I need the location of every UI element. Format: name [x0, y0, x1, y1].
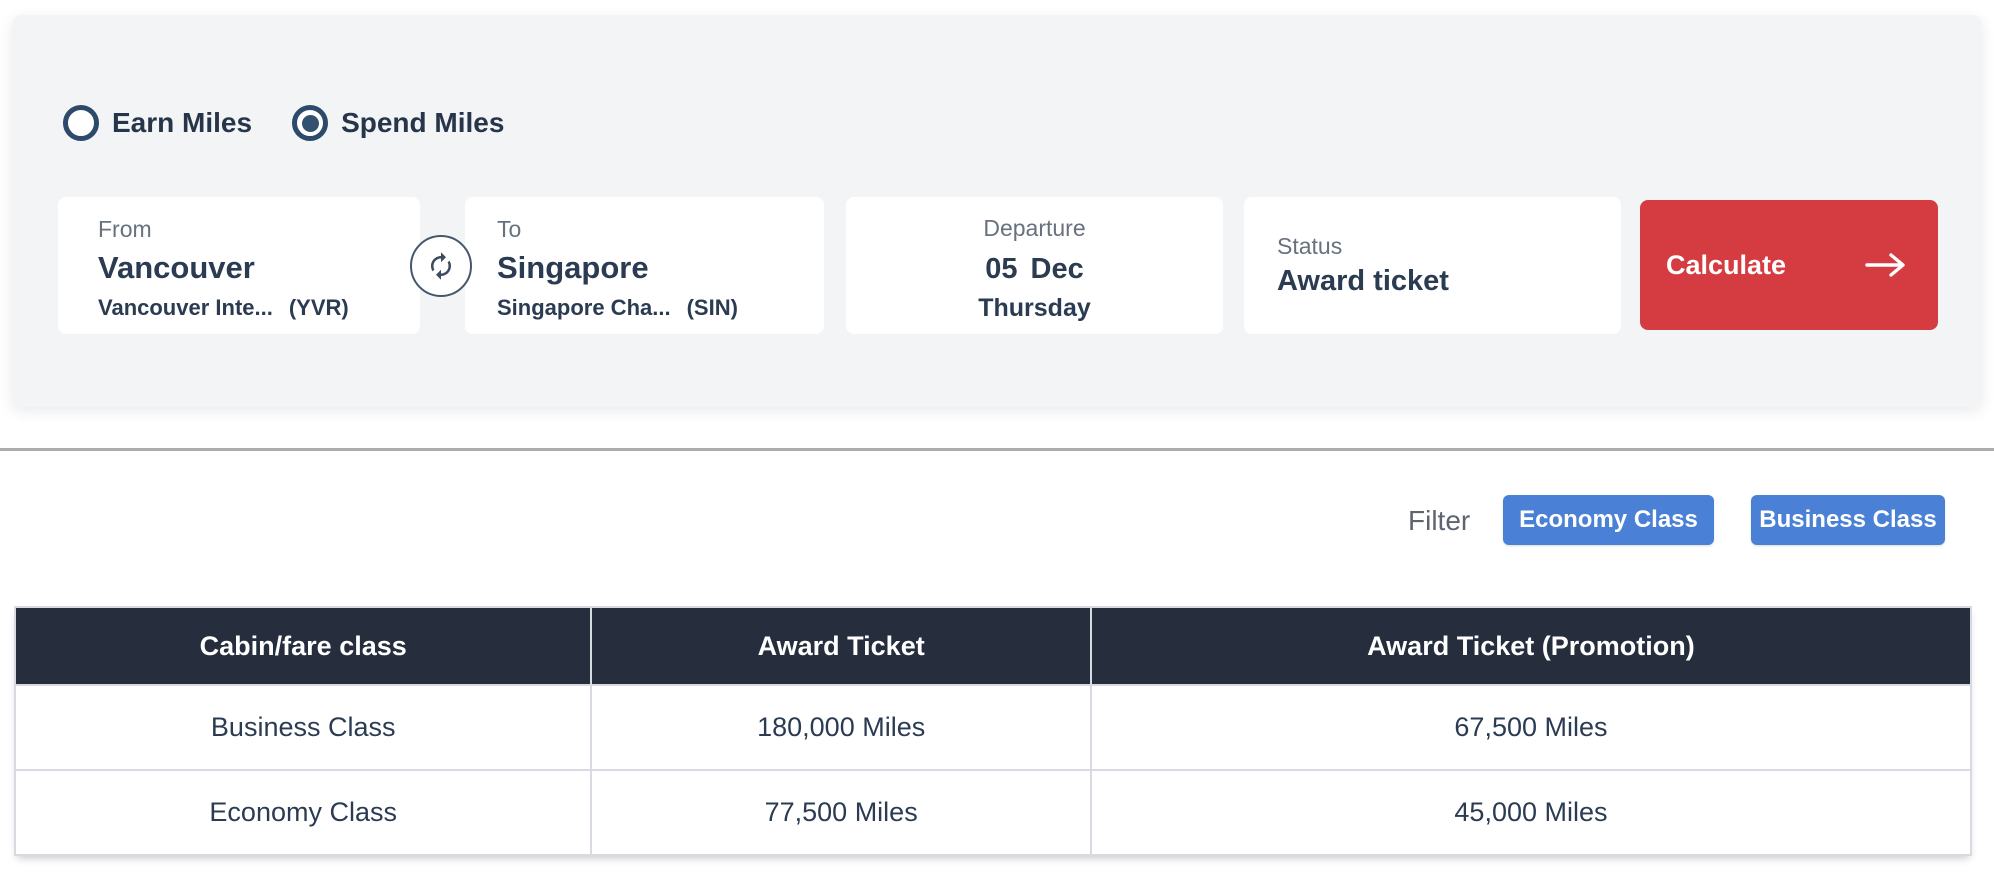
table-row: Business Class 180,000 Miles 67,500 Mile… — [13, 684, 1973, 771]
radio-spend-miles[interactable]: Spend Miles — [292, 105, 504, 141]
swap-refresh-icon — [426, 251, 456, 281]
table-header: Cabin/fare class Award Ticket Award Tick… — [13, 606, 1973, 686]
from-city: Vancouver — [98, 250, 255, 285]
award-miles-table: Cabin/fare class Award Ticket Award Tick… — [13, 606, 1973, 856]
cell-award-miles: 77,500 Miles — [590, 769, 1092, 856]
radio-earn-miles[interactable]: Earn Miles — [63, 105, 252, 141]
from-label: From — [98, 216, 152, 242]
table-row: Economy Class 77,500 Miles 45,000 Miles — [13, 769, 1973, 856]
radio-selected-icon — [292, 105, 329, 141]
to-airport-code: (SIN) — [686, 295, 738, 320]
status-value: Award ticket — [1277, 265, 1449, 297]
from-airport: Vancouver Inte... (YVR) — [98, 297, 420, 319]
departure-date: 05 Dec — [985, 255, 1083, 284]
from-airport-code: (YVR) — [288, 295, 349, 320]
departure-day: 05 — [985, 253, 1018, 285]
to-city: Singapore — [497, 250, 649, 285]
cell-cabin-class: Business Class — [13, 684, 593, 771]
cell-promo-miles: 67,500 Miles — [1089, 684, 1973, 771]
departure-field[interactable]: Departure 05 Dec Thursday — [846, 197, 1223, 334]
filter-label: Filter — [1408, 505, 1471, 536]
table-header-row: Cabin/fare class Award Ticket Award Tick… — [13, 606, 1973, 686]
mode-selector: Earn Miles Spend Miles — [63, 105, 504, 141]
calculate-button[interactable]: Calculate — [1640, 200, 1938, 330]
to-airport-name: Singapore Cha... — [497, 295, 671, 320]
radio-unselected-icon — [63, 105, 99, 141]
from-field[interactable]: From Vancouver Vancouver Inte... (YVR) — [58, 197, 420, 334]
departure-month: Dec — [1030, 253, 1084, 285]
to-label: To — [497, 216, 522, 242]
header-award-ticket-promotion: Award Ticket (Promotion) — [1089, 606, 1973, 686]
cell-promo-miles: 45,000 Miles — [1089, 769, 1973, 856]
filter-economy-class-button[interactable]: Economy Class — [1503, 495, 1714, 545]
section-divider — [0, 448, 1994, 451]
to-airport: Singapore Cha... (SIN) — [497, 297, 824, 319]
swap-cities-button[interactable] — [410, 235, 472, 297]
departure-label: Departure — [983, 215, 1086, 241]
from-airport-name: Vancouver Inte... — [98, 295, 273, 320]
status-label: Status — [1277, 233, 1343, 259]
search-fields-row: From Vancouver Vancouver Inte... (YVR) To… — [58, 197, 1938, 334]
to-field[interactable]: To Singapore Singapore Cha... (SIN) — [465, 197, 824, 334]
calculate-label: Calculate — [1666, 249, 1787, 280]
cell-award-miles: 180,000 Miles — [590, 684, 1092, 771]
search-panel: Earn Miles Spend Miles From Vancouver Va… — [12, 15, 1982, 407]
cell-cabin-class: Economy Class — [13, 769, 593, 856]
departure-weekday: Thursday — [978, 294, 1091, 322]
table-body: Business Class 180,000 Miles 67,500 Mile… — [13, 684, 1973, 856]
header-award-ticket: Award Ticket — [590, 606, 1092, 686]
earn-miles-label: Earn Miles — [112, 107, 253, 138]
status-field[interactable]: Status Award ticket — [1244, 197, 1621, 334]
arrow-right-icon — [1864, 251, 1908, 279]
header-cabin-fare-class: Cabin/fare class — [13, 606, 593, 686]
filter-business-class-button[interactable]: Business Class — [1751, 495, 1945, 545]
spend-miles-label: Spend Miles — [341, 107, 505, 138]
